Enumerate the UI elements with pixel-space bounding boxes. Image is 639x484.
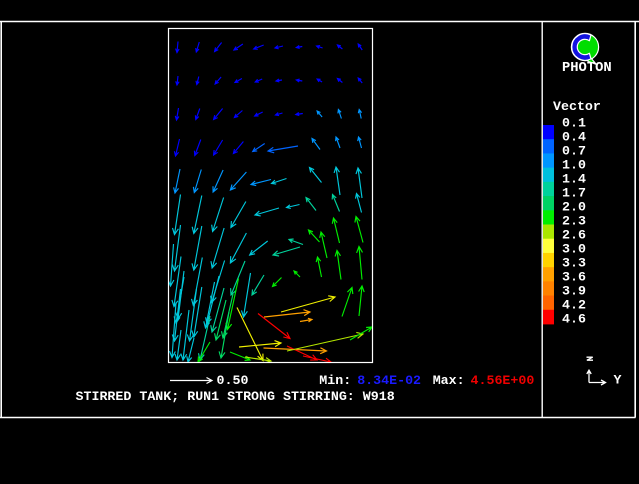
svg-text:3.9: 3.9: [562, 284, 586, 299]
svg-text:0.1: 0.1: [562, 116, 586, 131]
svg-text:3.3: 3.3: [562, 256, 586, 271]
svg-text:4.56E+00: 4.56E+00: [471, 373, 535, 388]
svg-text:0.7: 0.7: [562, 144, 586, 159]
svg-text:4.2: 4.2: [562, 298, 586, 313]
svg-text:Vector: Vector: [553, 99, 601, 114]
svg-text:1.0: 1.0: [562, 158, 586, 173]
svg-text:8.34E-02: 8.34E-02: [357, 373, 421, 388]
svg-text:2.3: 2.3: [562, 214, 586, 229]
svg-text:STIRRED TANK; RUN1 STRONG STIR: STIRRED TANK; RUN1 STRONG STIRRING: W918: [76, 389, 395, 404]
svg-text:0.4: 0.4: [562, 130, 586, 145]
svg-text:0.50: 0.50: [217, 373, 249, 388]
svg-text:Y: Y: [614, 372, 622, 387]
svg-text:2.0: 2.0: [562, 200, 586, 215]
svg-text:1.7: 1.7: [562, 186, 586, 201]
svg-text:3.6: 3.6: [562, 270, 586, 285]
svg-text:Max:: Max:: [433, 373, 465, 388]
svg-text:PHOTON: PHOTON: [562, 61, 612, 76]
svg-text:4.6: 4.6: [562, 312, 586, 327]
svg-text:1.4: 1.4: [562, 172, 586, 187]
svg-text:2.6: 2.6: [562, 228, 586, 243]
svg-text:Min:: Min:: [319, 373, 351, 388]
svg-text:3.0: 3.0: [562, 242, 586, 257]
